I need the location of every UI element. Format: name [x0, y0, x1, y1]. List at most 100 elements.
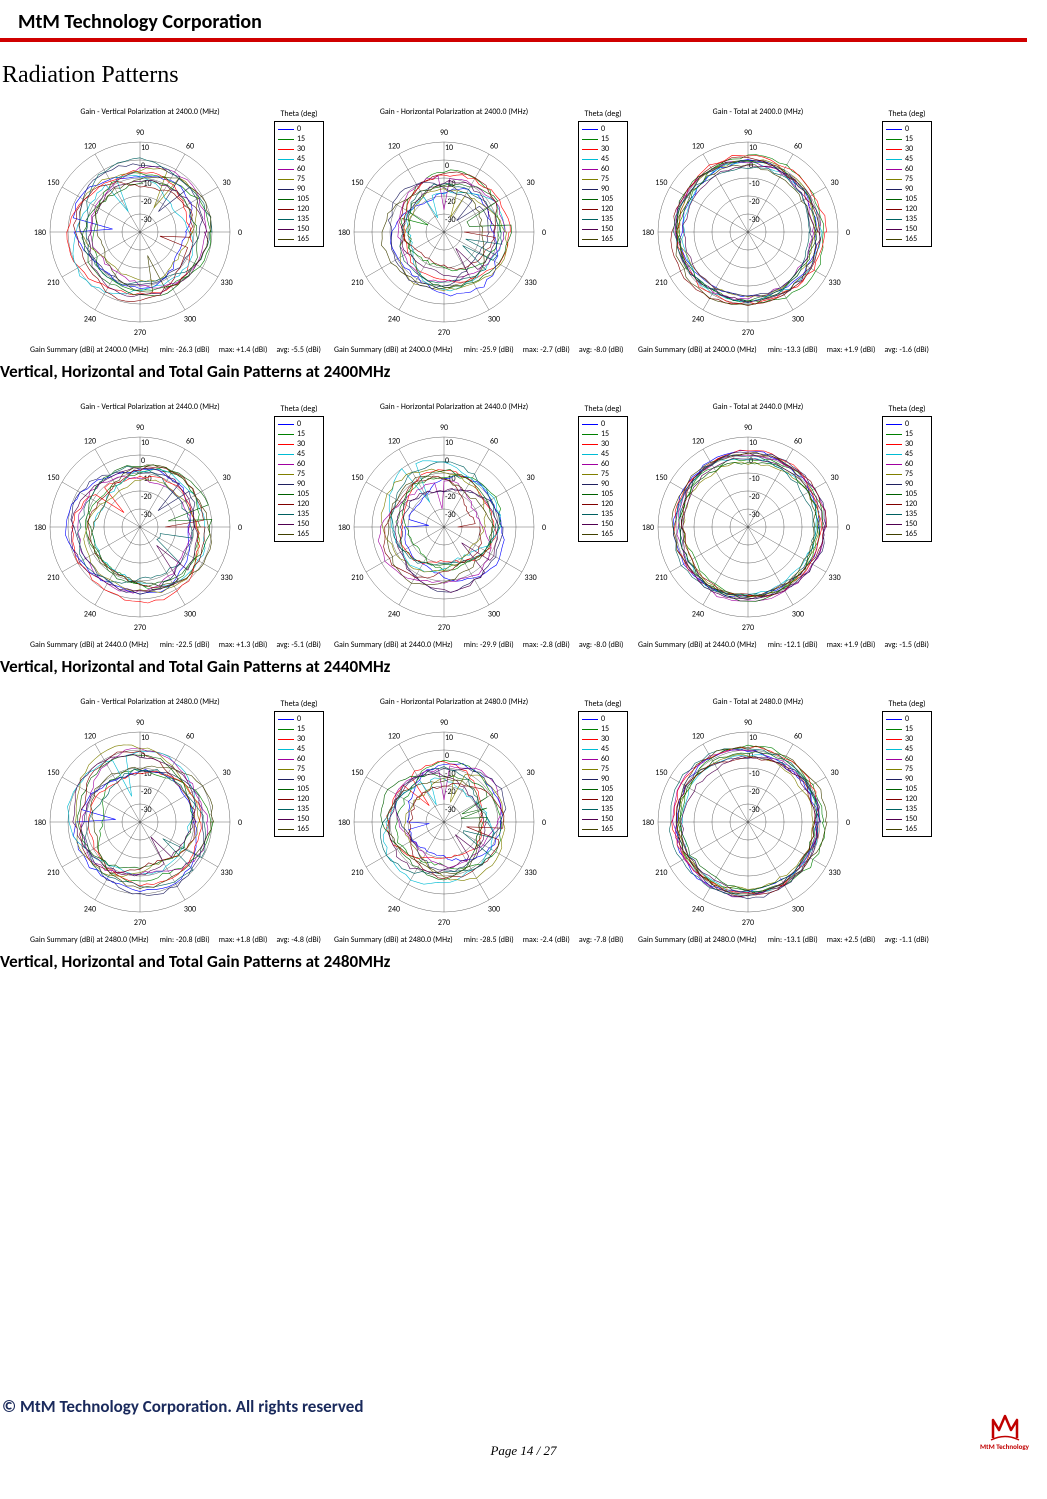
- legend-item: 105: [582, 784, 624, 794]
- plot: Gain - Horizontal Polarization at 2400.0…: [334, 107, 628, 355]
- legend-item: 150: [886, 519, 928, 529]
- svg-text:90: 90: [440, 718, 448, 728]
- svg-text:-10: -10: [749, 474, 760, 484]
- svg-text:210: 210: [351, 868, 363, 878]
- legend: Theta (deg)0153045607590105120135150165: [882, 699, 932, 837]
- svg-text:90: 90: [440, 128, 448, 138]
- svg-text:180: 180: [338, 523, 350, 533]
- legend-item: 15: [278, 724, 320, 734]
- legend-item: 45: [886, 744, 928, 754]
- legend-item: 90: [582, 774, 624, 784]
- legend-item: 105: [886, 784, 928, 794]
- svg-text:0: 0: [749, 456, 753, 466]
- plot: Gain - Total at 2400.0 (MHz)030609012015…: [638, 107, 932, 355]
- legend-title: Theta (deg): [578, 699, 628, 709]
- svg-text:240: 240: [388, 315, 400, 325]
- svg-text:90: 90: [744, 423, 752, 433]
- svg-text:270: 270: [134, 328, 146, 338]
- svg-text:240: 240: [692, 315, 704, 325]
- legend-item: 135: [278, 214, 320, 224]
- legend-item: 60: [886, 754, 928, 764]
- svg-text:-30: -30: [141, 215, 152, 225]
- legend-title: Theta (deg): [578, 404, 628, 414]
- svg-text:10: 10: [141, 143, 149, 153]
- svg-text:60: 60: [490, 141, 498, 151]
- plot-title: Gain - Horizontal Polarization at 2400.0…: [334, 107, 574, 119]
- legend-title: Theta (deg): [882, 404, 932, 414]
- plot: Gain - Horizontal Polarization at 2480.0…: [334, 697, 628, 945]
- legend-item: 90: [886, 479, 928, 489]
- legend: Theta (deg)0153045607590105120135150165: [578, 404, 628, 542]
- plot-summary: Gain Summary (dBi) at 2440.0 (MHz) min: …: [334, 634, 574, 650]
- svg-text:30: 30: [831, 178, 839, 188]
- legend-item: 30: [886, 439, 928, 449]
- legend-item: 150: [886, 814, 928, 824]
- svg-text:150: 150: [655, 473, 667, 483]
- svg-text:60: 60: [794, 436, 802, 446]
- legend-item: 120: [582, 204, 624, 214]
- svg-text:210: 210: [655, 868, 667, 878]
- svg-text:60: 60: [490, 731, 498, 741]
- legend-item: 60: [278, 459, 320, 469]
- svg-text:30: 30: [527, 768, 535, 778]
- svg-text:120: 120: [388, 731, 400, 741]
- svg-text:180: 180: [642, 818, 654, 828]
- legend: Theta (deg)0153045607590105120135150165: [578, 109, 628, 247]
- legend-item: 75: [886, 469, 928, 479]
- svg-text:180: 180: [338, 818, 350, 828]
- svg-text:270: 270: [134, 623, 146, 633]
- legend-item: 45: [582, 449, 624, 459]
- plot-title: Gain - Vertical Polarization at 2400.0 (…: [30, 107, 270, 119]
- legend-item: 15: [886, 724, 928, 734]
- plot-caption: Vertical, Horizontal and Total Gain Patt…: [0, 361, 1027, 382]
- svg-text:0: 0: [542, 228, 546, 238]
- svg-text:-30: -30: [445, 805, 456, 815]
- legend-item: 90: [886, 774, 928, 784]
- svg-text:150: 150: [47, 768, 59, 778]
- svg-text:90: 90: [136, 128, 144, 138]
- svg-text:150: 150: [351, 768, 363, 778]
- svg-text:10: 10: [141, 733, 149, 743]
- legend-item: 90: [278, 774, 320, 784]
- svg-text:120: 120: [388, 141, 400, 151]
- copyright: © MtM Technology Corporation. All rights…: [0, 1396, 1047, 1417]
- legend-item: 60: [582, 164, 624, 174]
- legend-item: 105: [278, 784, 320, 794]
- legend-item: 75: [278, 174, 320, 184]
- svg-text:90: 90: [744, 128, 752, 138]
- svg-text:120: 120: [692, 731, 704, 741]
- plot-title: Gain - Horizontal Polarization at 2440.0…: [334, 402, 574, 414]
- plot-row: Gain - Vertical Polarization at 2440.0 (…: [0, 402, 1027, 650]
- svg-text:0: 0: [238, 818, 242, 828]
- svg-text:10: 10: [141, 438, 149, 448]
- plot: Gain - Total at 2440.0 (MHz)030609012015…: [638, 402, 932, 650]
- plot: Gain - Horizontal Polarization at 2440.0…: [334, 402, 628, 650]
- legend: Theta (deg)0153045607590105120135150165: [274, 404, 324, 542]
- legend-item: 15: [582, 429, 624, 439]
- legend-item: 75: [278, 764, 320, 774]
- svg-text:210: 210: [47, 278, 59, 288]
- svg-text:0: 0: [846, 523, 850, 533]
- svg-text:-30: -30: [749, 805, 760, 815]
- legend: Theta (deg)0153045607590105120135150165: [274, 699, 324, 837]
- legend-item: 90: [278, 479, 320, 489]
- legend-item: 30: [886, 734, 928, 744]
- plot-row: Gain - Vertical Polarization at 2480.0 (…: [0, 697, 1027, 945]
- plot: Gain - Vertical Polarization at 2440.0 (…: [30, 402, 324, 650]
- legend-item: 15: [886, 134, 928, 144]
- svg-text:300: 300: [184, 610, 196, 620]
- legend-item: 165: [278, 529, 320, 539]
- legend-item: 0: [582, 419, 624, 429]
- svg-text:-10: -10: [749, 769, 760, 779]
- plot-title: Gain - Horizontal Polarization at 2480.0…: [334, 697, 574, 709]
- legend-item: 120: [886, 204, 928, 214]
- legend-item: 165: [886, 824, 928, 834]
- svg-text:150: 150: [47, 178, 59, 188]
- svg-text:0: 0: [238, 523, 242, 533]
- svg-text:90: 90: [440, 423, 448, 433]
- plot: Gain - Total at 2480.0 (MHz)030609012015…: [638, 697, 932, 945]
- svg-text:270: 270: [438, 623, 450, 633]
- svg-text:210: 210: [47, 868, 59, 878]
- svg-text:330: 330: [221, 278, 233, 288]
- legend-item: 135: [886, 509, 928, 519]
